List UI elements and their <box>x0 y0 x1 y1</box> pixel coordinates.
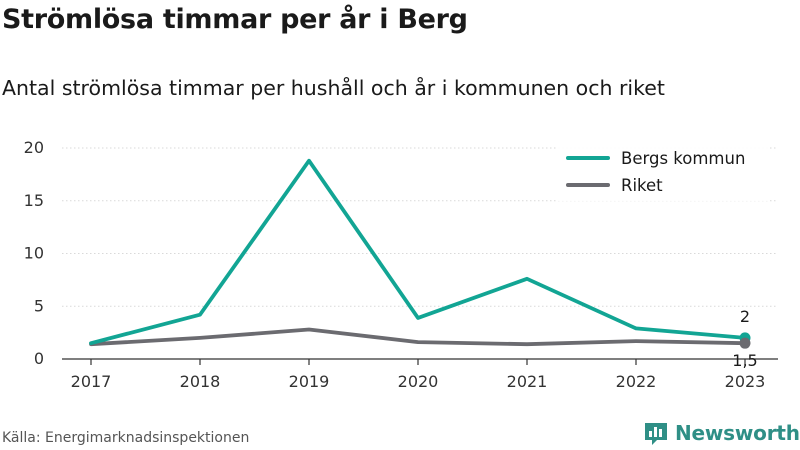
legend-box <box>558 141 770 201</box>
newsworthy-logo-text: Newsworthy <box>675 421 800 445</box>
x-tick-label: 2020 <box>398 372 439 391</box>
series-line-riket <box>89 327 747 347</box>
end-label-bergs-kommun: 2 <box>740 307 750 326</box>
end-point-riket <box>739 337 751 349</box>
y-tick-label: 10 <box>24 244 44 263</box>
x-tick-label: 2018 <box>180 372 221 391</box>
newsworthy-logo-icon <box>645 423 667 445</box>
chart-subtitle: Antal strömlösa timmar per hushåll och å… <box>2 76 665 100</box>
newsworthy-logo: Newsworthy <box>643 420 800 446</box>
x-tick-label: 2023 <box>725 372 766 391</box>
x-tick-label: 2017 <box>71 372 112 391</box>
y-tick-label: 15 <box>24 191 44 210</box>
y-tick-label: 20 <box>24 138 44 157</box>
legend-label-bergs-kommun: Bergs kommun <box>621 149 745 168</box>
x-tick-label: 2022 <box>616 372 657 391</box>
end-label-riket: 1,5 <box>732 351 757 370</box>
legend-label-riket: Riket <box>621 176 663 195</box>
x-tick-label: 2019 <box>289 372 330 391</box>
y-tick-label: 5 <box>34 296 44 315</box>
line-chart: 0 5 10 15 20 2017 2018 2019 2020 2021 2022 2023 2 1,5… <box>24 138 778 391</box>
y-tick-label: 0 <box>34 349 44 368</box>
x-tick-label: 2021 <box>507 372 548 391</box>
series-line-bergs-kommun <box>89 158 747 346</box>
source-note: Källa: Energimarknadsinspektionen <box>2 430 250 446</box>
chart-title: Strömlösa timmar per år i Berg <box>2 4 468 35</box>
